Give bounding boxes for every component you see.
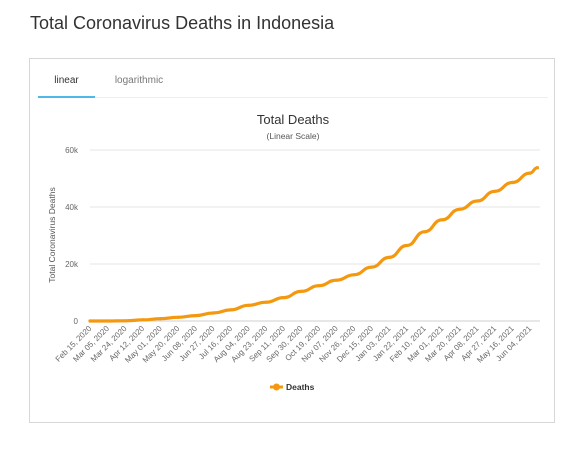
series-line-deaths[interactable] bbox=[88, 166, 539, 323]
data-point[interactable] bbox=[528, 171, 532, 175]
data-point[interactable] bbox=[229, 308, 233, 312]
tab-linear[interactable]: linear bbox=[38, 69, 95, 98]
data-point[interactable] bbox=[334, 278, 338, 282]
chart-title: Total Deaths bbox=[257, 112, 330, 127]
data-point[interactable] bbox=[141, 318, 145, 322]
y-tick-label: 60k bbox=[65, 146, 79, 155]
data-point[interactable] bbox=[106, 319, 110, 323]
data-point[interactable] bbox=[510, 180, 514, 185]
data-point[interactable] bbox=[158, 317, 162, 321]
data-point[interactable] bbox=[299, 289, 303, 293]
y-axis-ticks: 0 20k 40k 60k bbox=[65, 146, 79, 326]
data-point[interactable] bbox=[264, 300, 268, 304]
gridlines bbox=[90, 149, 540, 322]
chart-subtitle: (Linear Scale) bbox=[267, 131, 320, 141]
data-point[interactable] bbox=[317, 284, 321, 288]
data-point[interactable] bbox=[422, 230, 426, 234]
data-point[interactable] bbox=[475, 199, 479, 203]
data-point[interactable] bbox=[246, 303, 250, 307]
data-point[interactable] bbox=[535, 166, 539, 170]
y-tick-label: 20k bbox=[65, 260, 79, 269]
data-point[interactable] bbox=[88, 319, 92, 323]
tab-logarithmic[interactable]: logarithmic bbox=[114, 75, 164, 86]
y-tick-label: 40k bbox=[65, 203, 79, 212]
data-point[interactable] bbox=[493, 189, 497, 193]
data-point[interactable] bbox=[387, 255, 391, 259]
data-point[interactable] bbox=[211, 311, 215, 315]
data-point[interactable] bbox=[352, 273, 356, 277]
data-point[interactable] bbox=[405, 243, 409, 248]
data-point[interactable] bbox=[282, 296, 286, 300]
line-chart: Total Deaths (Linear Scale) Total Corona… bbox=[47, 112, 540, 392]
data-point[interactable] bbox=[440, 218, 444, 222]
page-title: Total Coronavirus Deaths in Indonesia bbox=[30, 13, 335, 33]
y-axis-title: Total Coronavirus Deaths bbox=[47, 187, 57, 282]
legend-label-deaths: Deaths bbox=[286, 382, 315, 392]
data-point[interactable] bbox=[194, 314, 198, 318]
series-layer bbox=[88, 166, 539, 323]
y-tick-label: 0 bbox=[74, 317, 79, 326]
chart-panel: linear logarithmic Total Deaths (Linear … bbox=[29, 58, 555, 423]
legend[interactable]: Deaths bbox=[270, 382, 315, 392]
data-point[interactable] bbox=[370, 265, 374, 269]
data-point[interactable] bbox=[123, 319, 127, 323]
legend-marker-icon bbox=[273, 383, 280, 391]
scale-tabs: linear logarithmic bbox=[38, 69, 548, 98]
data-point[interactable] bbox=[176, 315, 180, 319]
data-point[interactable] bbox=[458, 207, 462, 211]
